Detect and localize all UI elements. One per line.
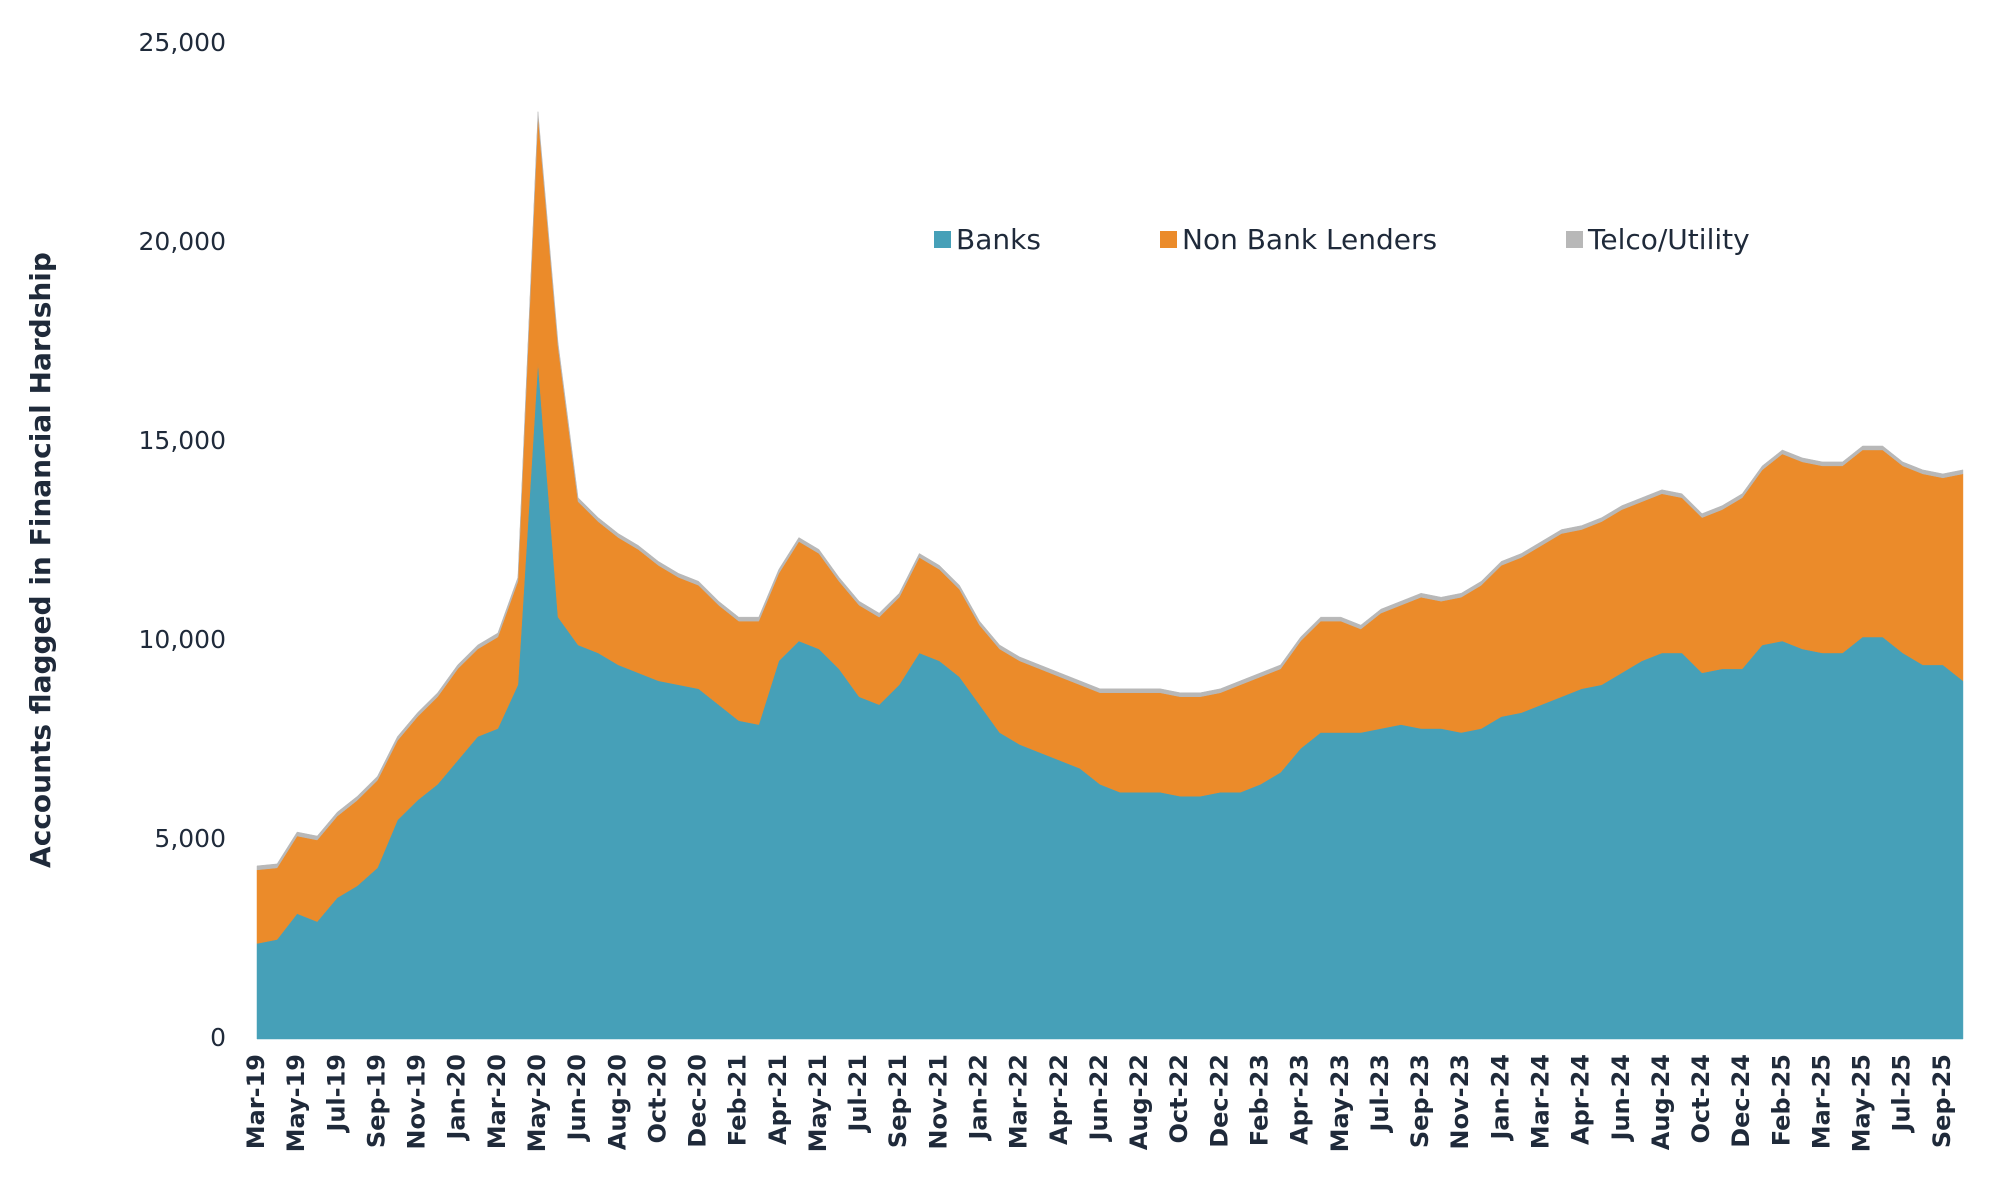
x-tick-label: Apr-22	[1045, 1054, 1073, 1145]
x-tick-label: May-21	[804, 1054, 832, 1152]
x-tick-label: Jul-19	[322, 1054, 350, 1134]
x-tick-label: Mar-19	[242, 1054, 270, 1149]
x-tick-label: Sep-19	[362, 1054, 390, 1148]
x-tick-label: Apr-21	[764, 1054, 792, 1145]
x-tick-label: Jan-20	[443, 1054, 471, 1142]
x-tick-label: Nov-23	[1446, 1054, 1474, 1150]
x-tick-label: Oct-24	[1687, 1054, 1715, 1143]
x-tick-label: Dec-22	[1205, 1054, 1233, 1148]
x-tick-label: Feb-25	[1767, 1054, 1795, 1146]
x-tick-label: Mar-25	[1807, 1054, 1835, 1149]
x-tick-label: Dec-24	[1727, 1054, 1755, 1148]
y-tick-label: 20,000	[139, 227, 226, 256]
x-tick-label: Aug-24	[1647, 1054, 1675, 1150]
x-tick-label: Aug-20	[603, 1054, 631, 1150]
x-tick-label: Feb-23	[1246, 1054, 1274, 1146]
x-tick-label: Mar-22	[1005, 1054, 1033, 1149]
x-tick-label: May-23	[1326, 1054, 1354, 1152]
legend-label: Non Bank Lenders	[1182, 223, 1437, 256]
x-tick-label: Aug-22	[1125, 1054, 1153, 1150]
y-tick-label: 5,000	[154, 824, 226, 853]
legend-label: Telco/Utility	[1587, 223, 1750, 256]
x-tick-label: Feb-21	[724, 1054, 752, 1146]
y-axis-title: Accounts flagged in Financial Hardship	[24, 252, 57, 868]
x-tick-label: Dec-20	[684, 1054, 712, 1148]
x-tick-label: May-19	[282, 1054, 310, 1152]
area	[256, 111, 1964, 871]
x-tick-label: Jan-24	[1486, 1054, 1514, 1142]
x-tick-label: Jun-22	[1085, 1054, 1113, 1142]
legend-swatch	[934, 231, 951, 248]
x-tick-label: Jul-25	[1888, 1054, 1916, 1134]
x-tick-label: Jul-21	[844, 1054, 872, 1134]
x-tick-label: Sep-25	[1928, 1054, 1956, 1148]
x-tick-label: May-20	[523, 1054, 551, 1152]
x-tick-label: Oct-22	[1165, 1054, 1193, 1143]
y-tick-label: 15,000	[139, 426, 226, 455]
x-tick-label: Mar-20	[483, 1054, 511, 1149]
x-tick-label: Sep-23	[1406, 1054, 1434, 1148]
x-tick-label: Jul-23	[1366, 1054, 1394, 1134]
y-tick-label: 25,000	[139, 28, 226, 57]
x-tick-label: Oct-20	[643, 1054, 671, 1143]
legend-swatch	[1160, 231, 1177, 248]
x-tick-label: Nov-21	[924, 1054, 952, 1150]
x-tick-label: Mar-24	[1526, 1054, 1554, 1149]
x-tick-label: Sep-21	[884, 1054, 912, 1148]
legend-swatch	[1566, 231, 1583, 248]
x-tick-label: Jan-22	[965, 1054, 993, 1142]
x-tick-label: Jun-24	[1607, 1054, 1635, 1142]
x-tick-label: Nov-19	[403, 1054, 431, 1150]
legend-label: Banks	[956, 223, 1041, 256]
y-tick-label: 10,000	[139, 625, 226, 654]
y-tick-label: 0	[210, 1023, 226, 1052]
x-tick-label: Apr-24	[1567, 1054, 1595, 1145]
x-tick-label: Jun-20	[563, 1054, 591, 1142]
x-tick-label: May-25	[1848, 1054, 1876, 1152]
x-tick-label: Apr-23	[1286, 1054, 1314, 1145]
